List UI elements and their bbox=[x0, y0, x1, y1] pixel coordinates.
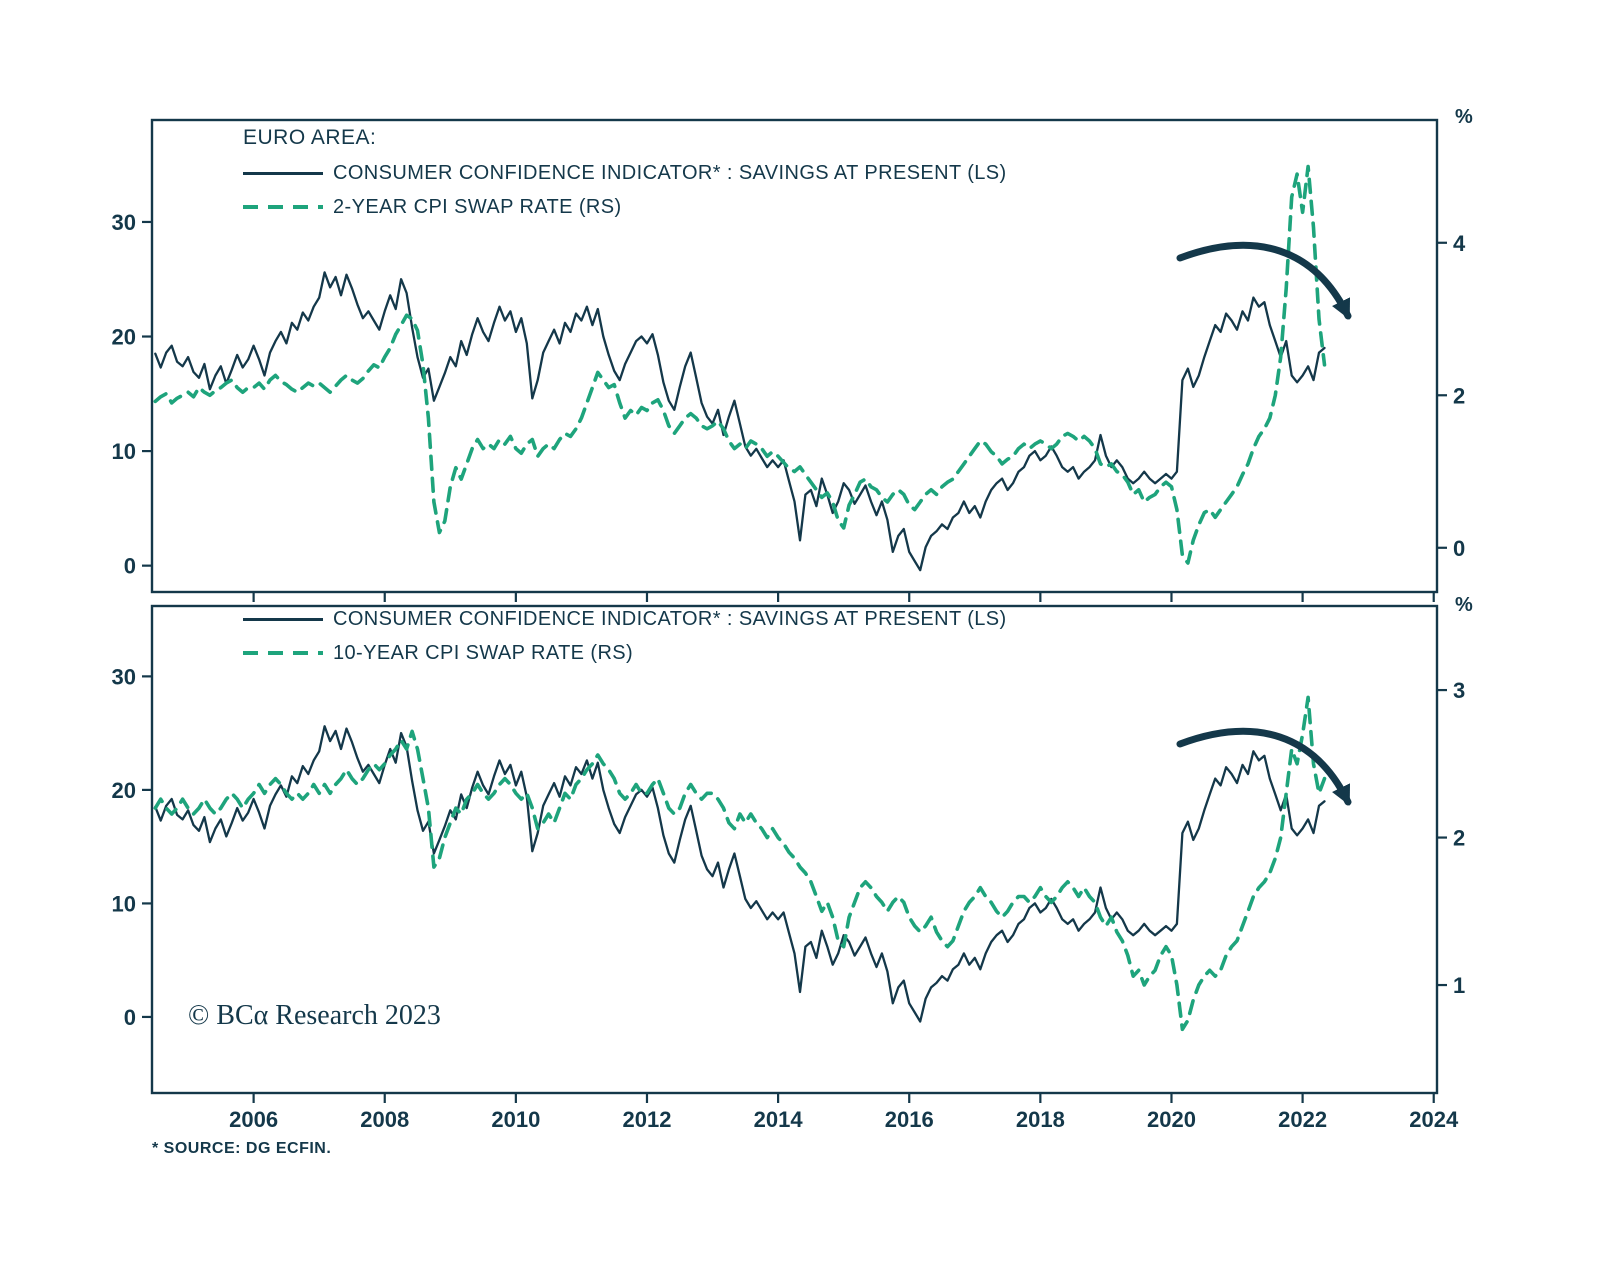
x-axis-year-label: 2014 bbox=[754, 1107, 804, 1132]
left-axis-tick-label: 0 bbox=[124, 1005, 136, 1030]
top-panel-legend: EURO AREA: CONSUMER CONFIDENCE INDICATOR… bbox=[243, 126, 1007, 220]
trend-arrow-annotation bbox=[1176, 241, 1352, 320]
legend-label-confidence: CONSUMER CONFIDENCE INDICATOR* : SAVINGS… bbox=[333, 607, 1007, 630]
dashed-line-sample bbox=[243, 205, 323, 209]
x-axis-year-label: 2010 bbox=[491, 1107, 540, 1132]
bottom-panel-legend: CONSUMER CONFIDENCE INDICATOR* : SAVINGS… bbox=[243, 606, 1007, 666]
legend-label-2y-swap: 2-YEAR CPI SWAP RATE (RS) bbox=[333, 195, 622, 218]
panel-frame bbox=[150, 118, 1439, 594]
panel-frame bbox=[150, 604, 1439, 1095]
left-axis-tick-label: 20 bbox=[112, 778, 136, 803]
left-axis-tick-label: 0 bbox=[124, 554, 136, 579]
consumer-confidence-line bbox=[154, 725, 1326, 1023]
x-axis-year-label: 2008 bbox=[360, 1107, 409, 1132]
legend-item-confidence: CONSUMER CONFIDENCE INDICATOR* : SAVINGS… bbox=[243, 160, 1007, 186]
x-axis-year-label: 2020 bbox=[1147, 1107, 1196, 1132]
x-axis-year-label: 2024 bbox=[1409, 1107, 1459, 1132]
x-axis-year-label: 2016 bbox=[885, 1107, 934, 1132]
left-axis-tick-label: 10 bbox=[112, 891, 136, 916]
source-footnote: * SOURCE: DG ECFIN. bbox=[152, 1140, 332, 1157]
solid-line-sample bbox=[243, 617, 323, 621]
x-axis-year-label: 2018 bbox=[1016, 1107, 1065, 1132]
dashed-line-sample bbox=[243, 651, 323, 655]
top-right-axis-unit: % bbox=[1455, 106, 1473, 128]
bottom-right-axis-unit: % bbox=[1455, 594, 1473, 616]
trend-arrow-annotation bbox=[1176, 727, 1352, 806]
right-axis-tick-label: 4 bbox=[1453, 231, 1466, 256]
right-axis-tick-label: 0 bbox=[1453, 536, 1465, 561]
legend-item-10y-swap: 10-YEAR CPI SWAP RATE (RS) bbox=[243, 640, 1007, 666]
legend-item-confidence: CONSUMER CONFIDENCE INDICATOR* : SAVINGS… bbox=[243, 606, 1007, 632]
cpi-swap-rate-line bbox=[153, 695, 1327, 1032]
right-axis-tick-label: 2 bbox=[1453, 826, 1465, 851]
left-axis-tick-label: 20 bbox=[112, 325, 136, 350]
chart-title: EURO AREA: bbox=[243, 126, 377, 149]
left-axis-tick-label: 10 bbox=[112, 439, 136, 464]
consumer-confidence-line bbox=[154, 271, 1326, 572]
right-axis-tick-label: 2 bbox=[1453, 383, 1465, 408]
x-axis-year-label: 2022 bbox=[1278, 1107, 1327, 1132]
legend-item-2y-swap: 2-YEAR CPI SWAP RATE (RS) bbox=[243, 194, 1007, 220]
copyright-text: © BCα Research 2023 bbox=[188, 1000, 441, 1031]
legend-label-10y-swap: 10-YEAR CPI SWAP RATE (RS) bbox=[333, 641, 634, 664]
left-axis-tick-label: 30 bbox=[112, 210, 136, 235]
right-axis-tick-label: 3 bbox=[1453, 678, 1465, 703]
cpi-swap-rate-line bbox=[153, 164, 1327, 565]
left-axis-tick-label: 30 bbox=[112, 664, 136, 689]
solid-line-sample bbox=[243, 171, 323, 175]
right-axis-tick-label: 1 bbox=[1453, 973, 1465, 998]
legend-label-confidence: CONSUMER CONFIDENCE INDICATOR* : SAVINGS… bbox=[333, 161, 1007, 184]
x-axis-year-label: 2006 bbox=[229, 1107, 278, 1132]
x-axis-year-label: 2012 bbox=[623, 1107, 672, 1132]
